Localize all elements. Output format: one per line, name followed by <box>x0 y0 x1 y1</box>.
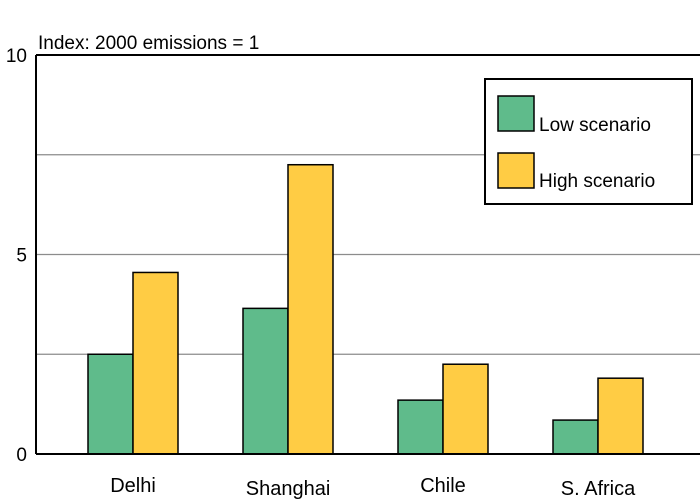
bar-low-chile <box>397 399 444 455</box>
bars <box>87 163 644 455</box>
legend-label-low: Low scenario <box>539 115 651 136</box>
legend: Low scenario High scenario <box>484 78 693 205</box>
y-tick-labels: 0 5 10 <box>6 46 27 466</box>
y-tick-label: 10 <box>6 46 27 67</box>
axes <box>35 54 700 455</box>
bar-low-shanghai <box>242 307 289 455</box>
legend-swatch-low <box>497 95 535 132</box>
bar-high-shanghai <box>287 163 334 455</box>
bar-low-s-africa <box>552 419 599 455</box>
x-tick-label: S. Africa <box>561 478 636 500</box>
bar-low-delhi <box>87 353 134 455</box>
legend-label-high: High scenario <box>539 171 655 192</box>
x-tick-label: Delhi <box>110 475 156 497</box>
bar-high-chile <box>442 363 489 455</box>
chart-subtitle: Index: 2000 emissions = 1 <box>38 33 259 54</box>
y-tick-label: 5 <box>16 246 27 267</box>
x-tick-labels: Delhi Shanghai Chile S. Africa <box>110 475 636 500</box>
x-tick-label: Shanghai <box>246 478 331 500</box>
x-tick-label: Chile <box>420 475 466 497</box>
bar-high-s-africa <box>597 377 644 455</box>
bar-high-delhi <box>132 271 179 455</box>
y-tick-label: 0 <box>16 445 27 466</box>
legend-swatch-high <box>497 152 535 189</box>
